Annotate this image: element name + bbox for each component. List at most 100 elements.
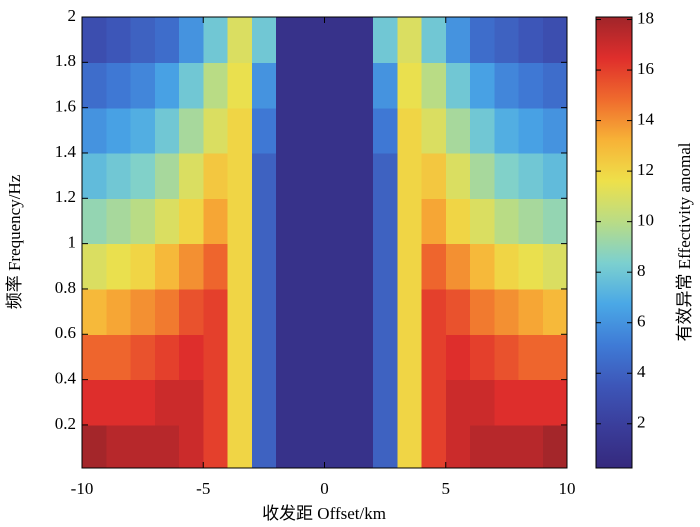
heat-cell bbox=[300, 379, 326, 426]
heat-cell bbox=[203, 152, 229, 199]
heat-cell bbox=[251, 62, 277, 109]
heat-cell bbox=[179, 379, 204, 426]
heat-cell bbox=[130, 198, 156, 245]
heat-cell bbox=[518, 379, 544, 426]
y-tick-label: 2 bbox=[68, 6, 77, 25]
heat-cell bbox=[445, 152, 471, 199]
y-tick-label: 0.2 bbox=[55, 414, 76, 433]
heat-cell bbox=[276, 62, 301, 109]
heat-cell bbox=[227, 334, 253, 381]
heat-cell bbox=[106, 17, 132, 63]
heat-cell bbox=[82, 107, 107, 154]
heat-cell bbox=[542, 107, 567, 154]
heat-cell bbox=[494, 17, 520, 63]
heat-cell bbox=[251, 334, 277, 381]
heat-cell bbox=[518, 62, 544, 109]
heat-cell bbox=[227, 17, 253, 63]
heat-cell bbox=[179, 288, 204, 335]
heat-cell bbox=[82, 379, 107, 426]
heat-cell bbox=[397, 17, 423, 63]
colorbar-tick-label: 4 bbox=[637, 362, 646, 381]
heat-cell bbox=[300, 243, 326, 290]
heat-cell bbox=[542, 243, 567, 290]
heat-cell bbox=[518, 288, 544, 335]
heat-cell bbox=[373, 379, 398, 426]
colorbar-tick-label: 12 bbox=[637, 160, 654, 179]
heat-cell bbox=[106, 107, 132, 154]
heat-cell bbox=[300, 107, 326, 154]
heat-cell bbox=[421, 424, 447, 468]
heat-cell bbox=[542, 198, 567, 245]
heat-cell bbox=[445, 379, 471, 426]
heat-cell bbox=[227, 62, 253, 109]
heat-cell bbox=[106, 198, 132, 245]
heat-cell bbox=[373, 243, 398, 290]
heat-cell bbox=[179, 334, 204, 381]
heat-cell bbox=[251, 17, 277, 63]
colorbar-tick-label: 14 bbox=[637, 109, 655, 128]
heat-cell bbox=[494, 334, 520, 381]
heat-cell bbox=[348, 424, 374, 468]
heat-cell bbox=[324, 288, 350, 335]
heat-cell bbox=[276, 334, 301, 381]
heat-cell bbox=[130, 288, 156, 335]
heat-cell bbox=[470, 198, 495, 245]
heat-cell bbox=[542, 424, 567, 468]
heat-cell bbox=[227, 152, 253, 199]
heat-cell bbox=[445, 198, 471, 245]
colorbar-tick-label: 2 bbox=[637, 413, 646, 432]
heat-cell bbox=[82, 17, 107, 63]
heat-cell bbox=[154, 288, 180, 335]
heat-cell bbox=[494, 243, 520, 290]
y-tick-label: 1.2 bbox=[55, 187, 76, 206]
heat-cell bbox=[397, 152, 423, 199]
heat-cell bbox=[324, 107, 350, 154]
heat-cell bbox=[445, 288, 471, 335]
heat-cell bbox=[494, 379, 520, 426]
heat-cell bbox=[421, 17, 447, 63]
heat-cell bbox=[373, 107, 398, 154]
heat-cell bbox=[106, 288, 132, 335]
colorbar bbox=[596, 17, 632, 468]
x-tick-label: -5 bbox=[196, 479, 210, 498]
heat-cell bbox=[324, 243, 350, 290]
heat-cell bbox=[397, 288, 423, 335]
heat-cell bbox=[251, 198, 277, 245]
heat-cell bbox=[494, 152, 520, 199]
y-tick-label: 1.6 bbox=[55, 97, 76, 116]
heat-cell bbox=[154, 62, 180, 109]
heat-cell bbox=[348, 62, 374, 109]
heat-cell bbox=[542, 152, 567, 199]
heat-cell bbox=[251, 288, 277, 335]
colorbar-label: 有效异常 Effectivity anomal bbox=[675, 142, 694, 341]
heat-cell bbox=[82, 62, 107, 109]
heat-cell bbox=[542, 62, 567, 109]
heat-cell bbox=[421, 107, 447, 154]
heat-cell bbox=[300, 152, 326, 199]
heat-cell bbox=[421, 334, 447, 381]
heat-cell bbox=[203, 288, 229, 335]
heat-cell bbox=[518, 424, 544, 468]
heat-cell bbox=[397, 62, 423, 109]
heat-cell bbox=[106, 424, 132, 468]
heat-cell bbox=[348, 243, 374, 290]
heat-cell bbox=[348, 334, 374, 381]
heat-cell bbox=[470, 424, 495, 468]
heat-cell bbox=[82, 198, 107, 245]
heat-cell bbox=[82, 334, 107, 381]
heat-cell bbox=[373, 152, 398, 199]
heat-cell bbox=[397, 379, 423, 426]
heat-cell bbox=[494, 288, 520, 335]
x-tick-label: 10 bbox=[559, 479, 576, 498]
heat-cell bbox=[251, 152, 277, 199]
heat-cell bbox=[445, 243, 471, 290]
heat-cell bbox=[470, 62, 495, 109]
heat-cell bbox=[300, 62, 326, 109]
heat-cell bbox=[82, 288, 107, 335]
heat-cell bbox=[251, 243, 277, 290]
x-tick-label: -10 bbox=[71, 479, 94, 498]
heat-cell bbox=[276, 198, 301, 245]
heat-cell bbox=[154, 379, 180, 426]
heat-cell bbox=[494, 62, 520, 109]
heat-cell bbox=[518, 334, 544, 381]
